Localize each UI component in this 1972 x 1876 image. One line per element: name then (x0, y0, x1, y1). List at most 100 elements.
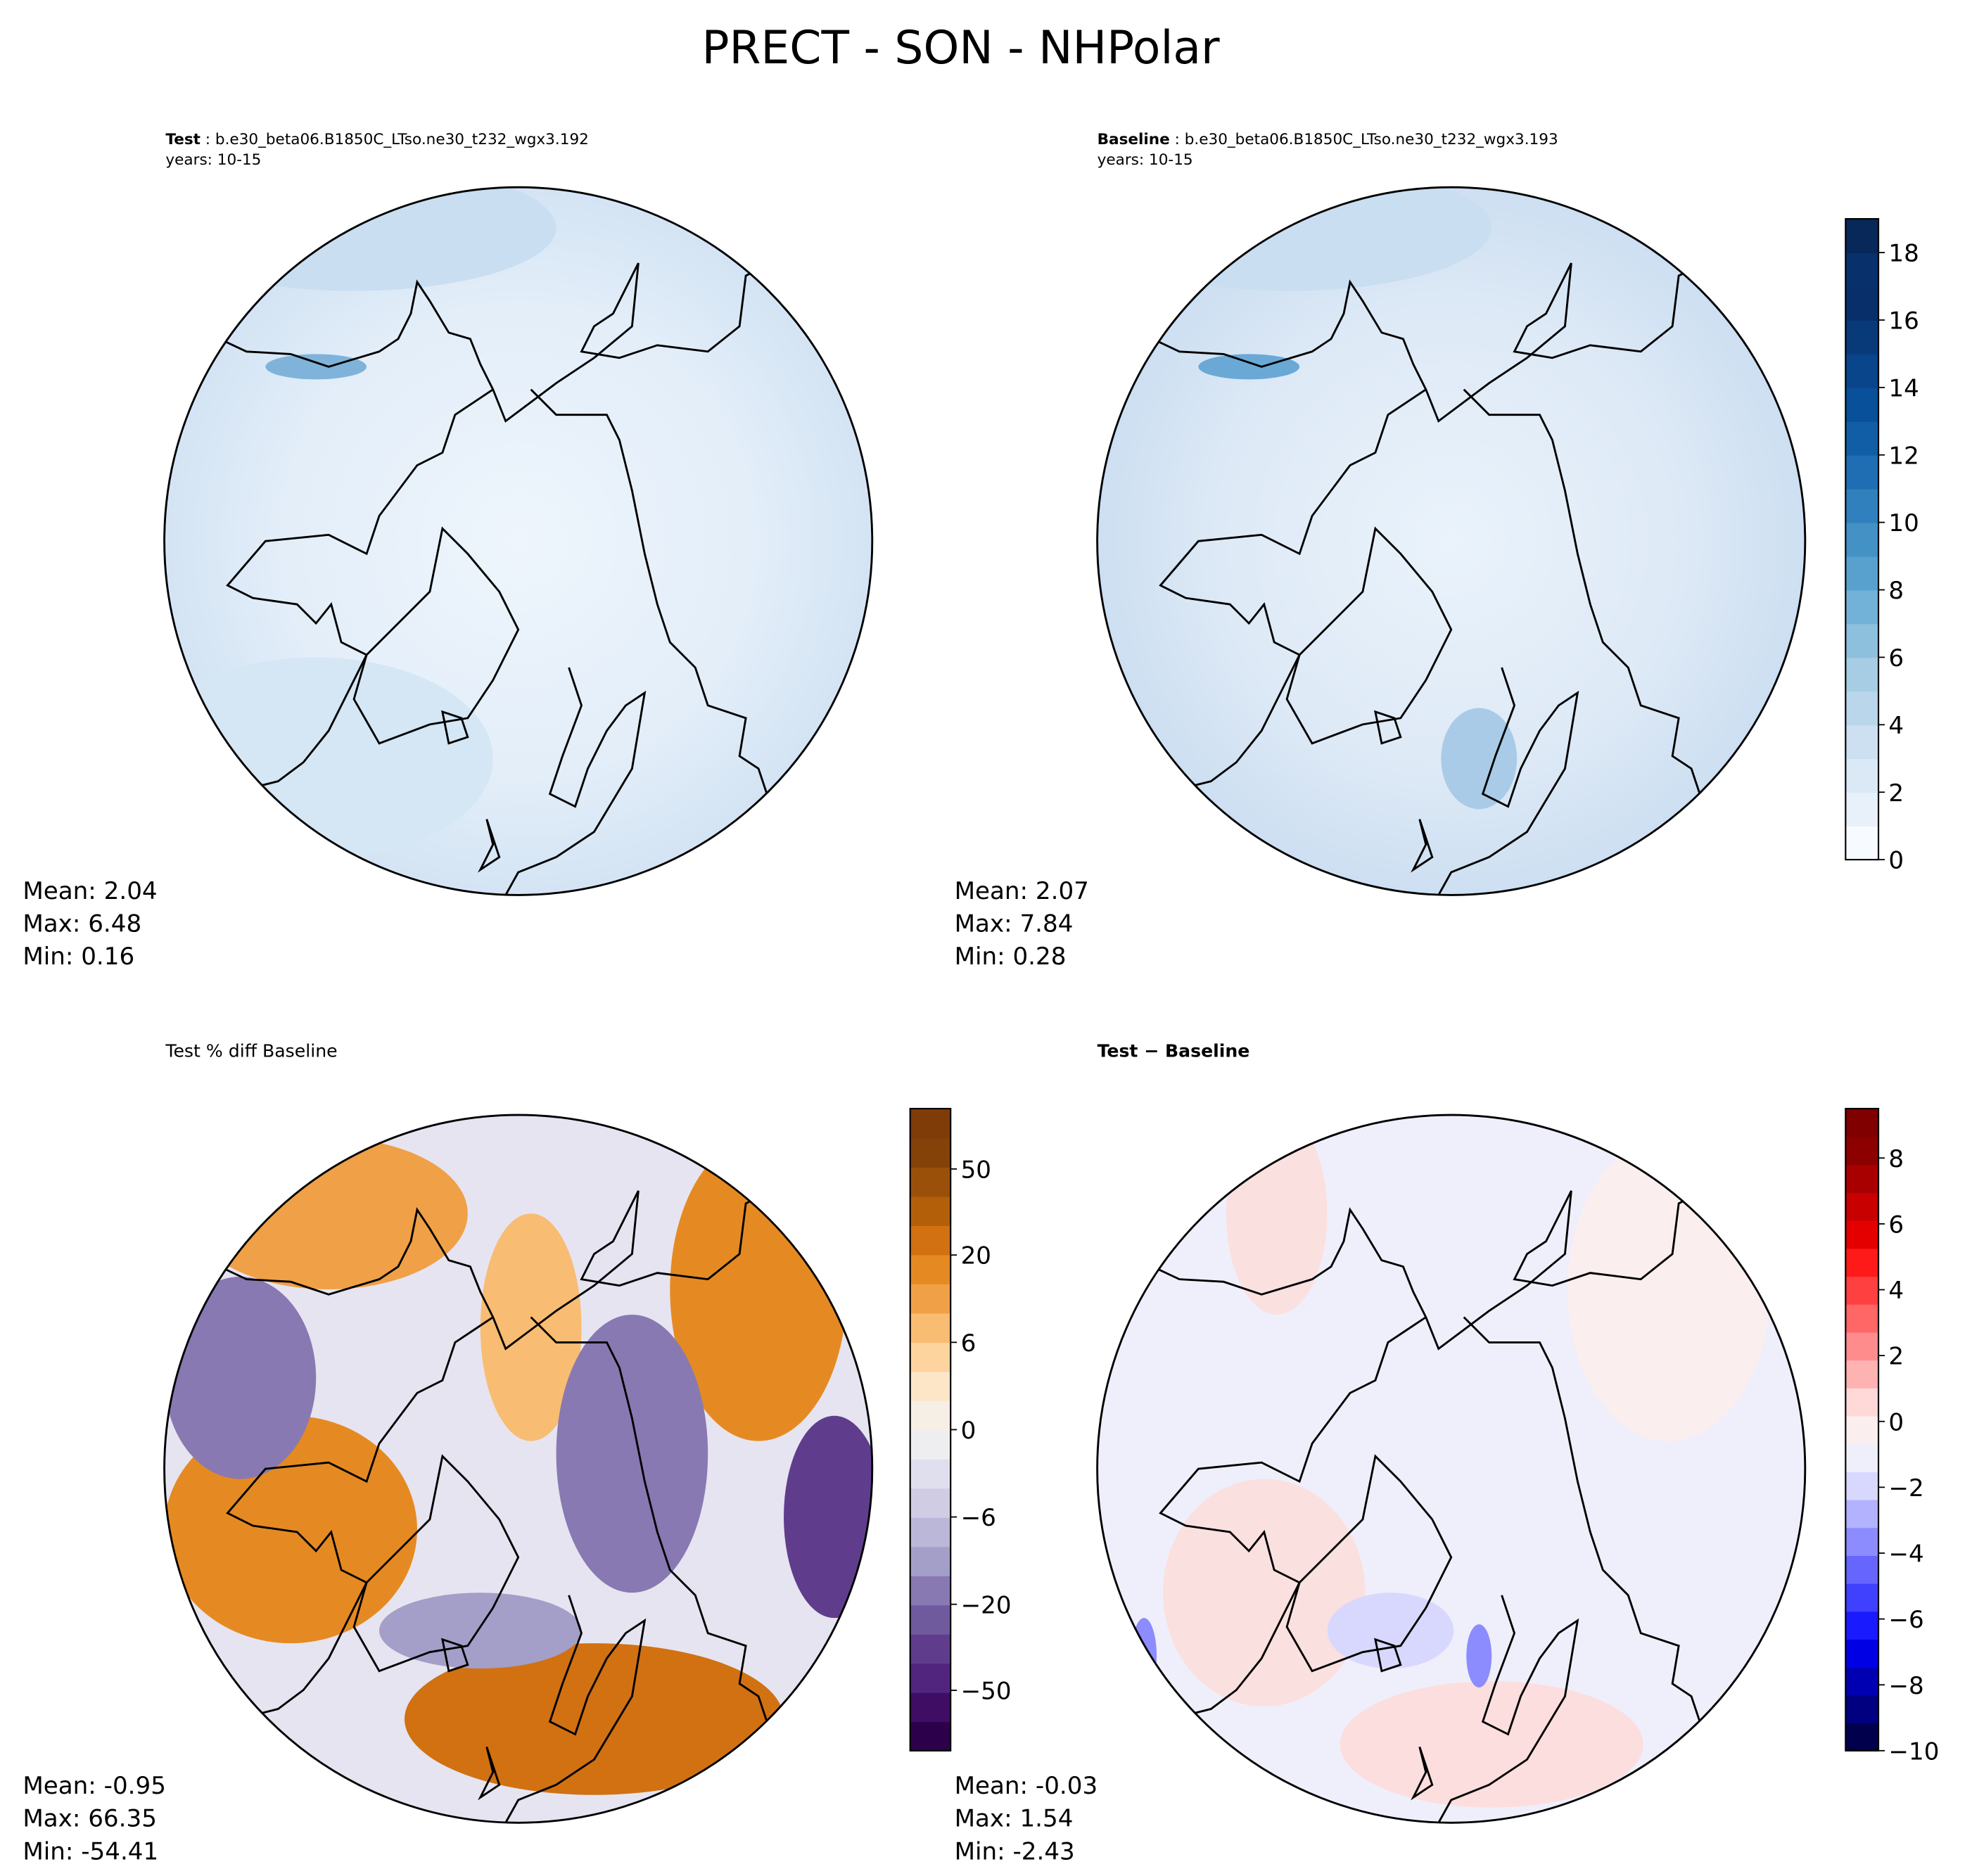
colorbar-band (1845, 1332, 1879, 1361)
stat-mean: Mean: 2.07 (955, 877, 1089, 905)
colorbar-band (910, 1633, 951, 1664)
panel-title: Test : b.e30_beta06.B1850C_LTso.ne30_t23… (165, 131, 589, 148)
colorbar-tick-label: 16 (1888, 307, 1919, 336)
map-boundary (163, 186, 874, 896)
colorbar-band (1845, 1471, 1879, 1500)
colorbar-tick-label: 0 (1888, 847, 1904, 875)
stat-mean: Mean: -0.03 (955, 1772, 1098, 1800)
colorbar-tick-label: 6 (1888, 1211, 1904, 1239)
colorbar-tick-label: 6 (961, 1329, 977, 1358)
colorbar-tick-label: −8 (1888, 1672, 1923, 1700)
colorbar-band (1845, 758, 1879, 793)
colorbar-band (1845, 488, 1879, 523)
colorbar-tick-label: 6 (1888, 644, 1904, 672)
colorbar-band (910, 1109, 951, 1139)
colorbar-band (1845, 353, 1879, 388)
stat-max: Max: 66.35 (23, 1805, 157, 1833)
colorbar-tick-label: 0 (961, 1417, 977, 1445)
colorbar-band (1845, 826, 1879, 860)
panel-title-bold: Test (165, 131, 201, 148)
colorbar-band (910, 1575, 951, 1606)
colorbar-band (1845, 319, 1879, 355)
colorbar-band (910, 1341, 951, 1372)
colorbar-band (1845, 522, 1879, 557)
map-test (164, 187, 872, 895)
colorbar-tick-label: 18 (1888, 240, 1919, 268)
colorbar-tick-label: 2 (1888, 1343, 1904, 1371)
colorbar-band (910, 1458, 951, 1489)
stat-min: Min: -2.43 (955, 1837, 1075, 1865)
stat-min: Min: 0.28 (955, 943, 1067, 971)
stat-min: Min: -54.41 (23, 1837, 158, 1865)
panel-percent-diff: Test % diff Baseline Mean: -0.95 Max: 66… (23, 1040, 1011, 1865)
panel-title-bold: Baseline (1098, 131, 1170, 148)
panel-baseline: Baseline : b.e30_beta06.B1850C_LTso.ne30… (955, 131, 1919, 971)
colorbar-band (1845, 1136, 1879, 1166)
map-boundary (163, 1114, 874, 1824)
colorbar-band (1845, 1303, 1879, 1333)
colorbar-band (910, 1313, 951, 1343)
colorbar-band (1845, 1666, 1879, 1696)
panel-title-case: : b.e30_beta06.B1850C_LTso.ne30_t232_wgx… (1170, 131, 1558, 148)
colorbar-band (1845, 421, 1879, 456)
colorbar-band (910, 1371, 951, 1401)
colorbar-band (1845, 657, 1879, 692)
colorbar-band (910, 1167, 951, 1197)
map-difference (1097, 1115, 1805, 1823)
colorbar-tick-label: −6 (1888, 1606, 1923, 1634)
colorbar-band (1845, 1360, 1879, 1389)
colorbar-band (1845, 792, 1879, 827)
colorbar-band (1845, 589, 1879, 625)
panel-title: Test % diff Baseline (165, 1040, 337, 1061)
colorbar-band (910, 1254, 951, 1284)
map-boundary (1096, 186, 1807, 896)
colorbar-band (910, 1196, 951, 1226)
colorbar-tick-label: 20 (961, 1242, 991, 1270)
stat-mean: Mean: -0.95 (23, 1772, 166, 1800)
panel-title: Test − Baseline (1098, 1040, 1250, 1061)
colorbar-band (1845, 1192, 1879, 1221)
stat-max: Max: 6.48 (23, 910, 141, 938)
colorbar-band (1845, 1639, 1879, 1668)
colorbar-tick-label: 8 (1888, 577, 1904, 605)
colorbar-band (1845, 1248, 1879, 1277)
colorbar-band (1845, 1527, 1879, 1556)
colorbar-band (910, 1663, 951, 1693)
colorbar-tick-label: 4 (1888, 1277, 1904, 1305)
colorbar-tick-label: 10 (1888, 509, 1919, 537)
panel-test: Test : b.e30_beta06.B1850C_LTso.ne30_t23… (23, 131, 874, 971)
stat-max: Max: 7.84 (955, 910, 1074, 938)
colorbar-tick-label: 14 (1888, 374, 1919, 402)
colorbar-band (1845, 286, 1879, 321)
colorbar-band (910, 1225, 951, 1256)
colorbar-tick-label: −6 (961, 1504, 996, 1532)
colorbar-band (910, 1692, 951, 1723)
colorbar-band (1845, 556, 1879, 591)
colorbar-band (1845, 1109, 1879, 1137)
colorbar-band (1845, 1415, 1879, 1445)
colorbar-tick-label: −2 (1888, 1474, 1923, 1502)
colorbar-tick-label: −10 (1888, 1737, 1939, 1766)
panel-title: Baseline : b.e30_beta06.B1850C_LTso.ne30… (1098, 131, 1558, 148)
panel-title-case: : b.e30_beta06.B1850C_LTso.ne30_t232_wgx… (201, 131, 589, 148)
colorbar-band (910, 1137, 951, 1168)
colorbar-band (910, 1488, 951, 1518)
colorbar-frame (1845, 1107, 1880, 1751)
colorbar-band (1845, 1583, 1879, 1612)
colorbar-band (1845, 1611, 1879, 1640)
stat-mean: Mean: 2.04 (23, 877, 157, 905)
colorbar-tick-label: 2 (1888, 779, 1904, 808)
colorbar-band (1845, 1555, 1879, 1584)
colorbar-band (1845, 725, 1879, 760)
colorbar-percent-diff: 50 20 6 0 −6 −20 −50 (909, 1107, 1012, 1751)
colorbar-band (910, 1604, 951, 1635)
colorbar-band (1845, 1443, 1879, 1472)
colorbar-band (1845, 1695, 1879, 1724)
colorbar-band (1845, 253, 1879, 287)
colorbar-band (910, 1429, 951, 1460)
colorbar-band (1845, 691, 1879, 726)
colorbar-tick-label: −50 (961, 1678, 1012, 1706)
colorbar-tick-label: 0 (1888, 1408, 1904, 1436)
panel-difference: Test − Baseline Mean: -0.03 Max: 1.54 Mi… (955, 1040, 1940, 1865)
colorbar-precip: 0 2 4 6 8 10 12 14 16 18 (1845, 218, 1919, 875)
